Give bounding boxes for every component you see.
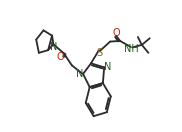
Text: N: N [76,69,84,79]
Text: O: O [57,52,64,62]
Text: N: N [50,42,57,52]
Text: S: S [96,48,102,58]
Text: N: N [104,62,111,72]
Text: NH: NH [124,44,139,55]
Text: O: O [112,28,120,38]
